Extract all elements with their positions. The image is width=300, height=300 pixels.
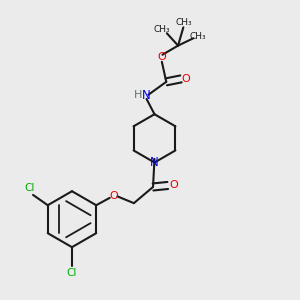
- Text: Cl: Cl: [67, 268, 77, 278]
- Text: CH₃: CH₃: [175, 18, 192, 27]
- Text: N: N: [150, 156, 159, 169]
- Text: Cl: Cl: [24, 183, 34, 193]
- Text: O: O: [158, 52, 166, 62]
- Text: N: N: [142, 88, 150, 102]
- Text: CH₃: CH₃: [190, 32, 206, 41]
- Text: H: H: [134, 90, 142, 100]
- Text: O: O: [169, 181, 178, 190]
- Text: O: O: [109, 191, 118, 201]
- Text: O: O: [181, 74, 190, 84]
- Text: CH₃: CH₃: [154, 25, 170, 34]
